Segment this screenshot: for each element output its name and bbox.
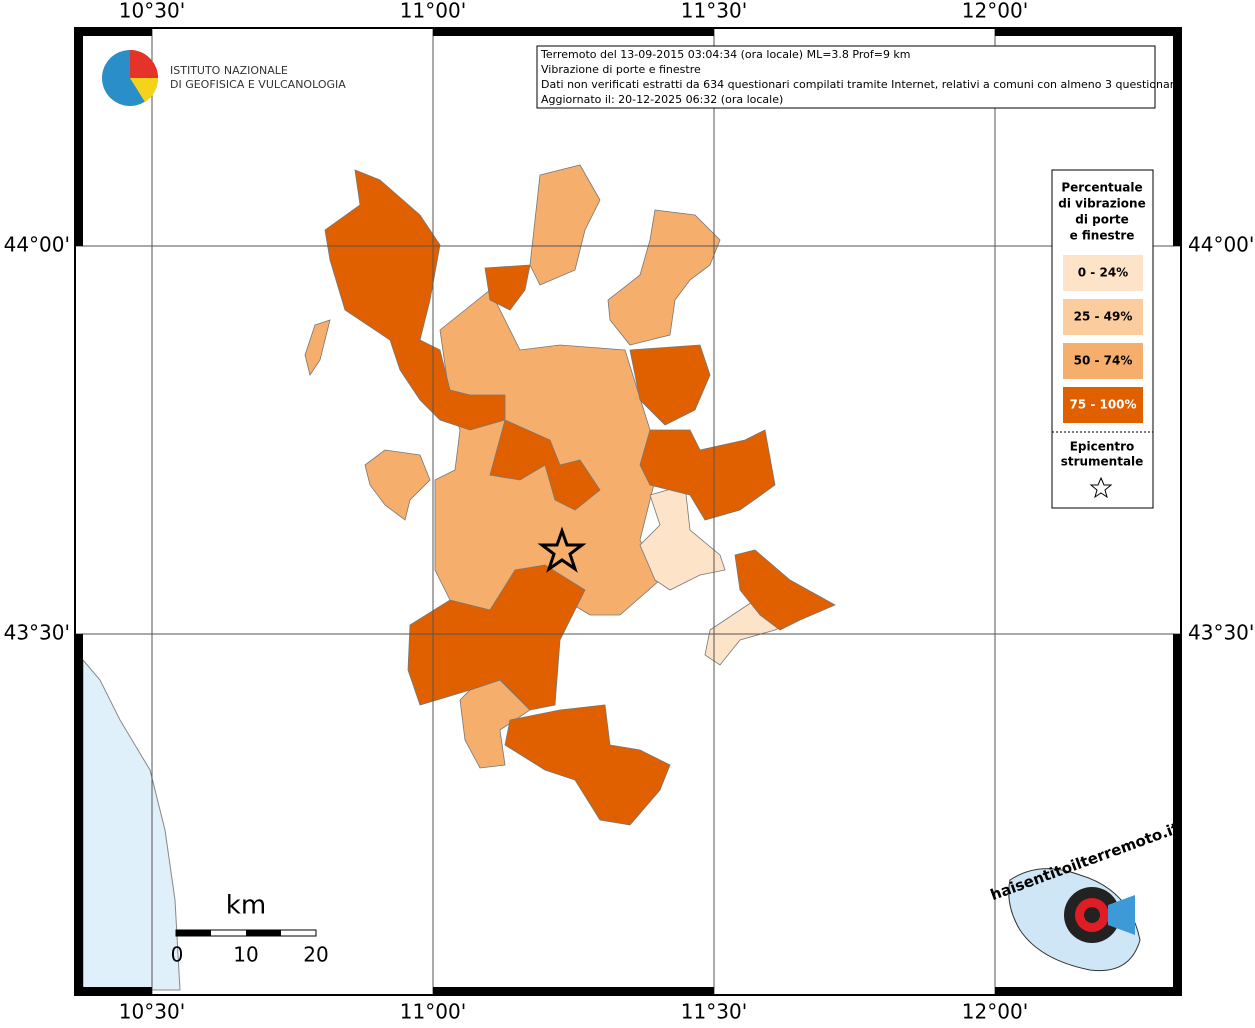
- logo-segment: [130, 78, 159, 102]
- lon-label: 10°30': [119, 1000, 185, 1024]
- municipality: [364, 449, 431, 521]
- legend-label: 0 - 24%: [1078, 266, 1128, 280]
- legend-title: di vibrazione: [1058, 197, 1145, 211]
- legend-swatch: [1063, 299, 1143, 335]
- lon-label: 11°00': [400, 1000, 466, 1024]
- epicenter-label: Epicentro: [1070, 440, 1135, 454]
- legend-label: 50 - 74%: [1074, 354, 1133, 368]
- municipality: [734, 549, 836, 631]
- logo-target: [1084, 907, 1100, 923]
- municipality: [504, 704, 671, 826]
- epicenter: [537, 526, 587, 573]
- scale-bar: km 0 10 20: [171, 891, 329, 967]
- municipality: [407, 564, 586, 711]
- scale-tick: 10: [233, 943, 258, 967]
- lat-label: 44°00': [4, 233, 70, 257]
- ingv-logo: ISTITUTO NAZIONALE DI GEOFISICA E VULCAN…: [102, 50, 346, 106]
- legend-label: 75 - 100%: [1069, 398, 1136, 412]
- lon-label: 11°30': [681, 0, 747, 23]
- scale-tick: 20: [303, 943, 328, 967]
- lon-label: 12°00': [962, 1000, 1028, 1024]
- legend-label: 25 - 49%: [1074, 310, 1133, 324]
- municipality: [489, 419, 601, 511]
- legend-title: Percentuale: [1061, 181, 1142, 195]
- municipalities: [304, 164, 836, 826]
- legend-title: di porte: [1075, 213, 1129, 227]
- info-line: Dati non verificati estratti da 634 ques…: [541, 78, 1181, 91]
- municipality: [304, 319, 331, 376]
- legend-title: e finestre: [1070, 229, 1135, 243]
- epicenter-label: strumentale: [1061, 455, 1144, 469]
- legend: Epicentro strumentale Percentuale di vibr…: [1051, 169, 1154, 509]
- lat-label: 43°30': [4, 621, 70, 645]
- scale-segment: [176, 930, 211, 936]
- frame-ticks: [75, 28, 1181, 995]
- lon-label: 12°00': [962, 0, 1028, 23]
- legend-swatch: [1063, 343, 1143, 379]
- scale-segment: [246, 930, 281, 936]
- info-line: Terremoto del 13-09-2015 03:04:34 (ora l…: [540, 48, 911, 61]
- logo-speaker: [1108, 895, 1135, 935]
- municipality: [639, 484, 726, 591]
- municipality: [607, 209, 721, 346]
- lon-label: 11°00': [400, 0, 466, 23]
- lon-label: 10°30': [119, 0, 185, 23]
- legend-swatch: [1063, 255, 1143, 291]
- municipality: [484, 264, 531, 311]
- info-line: Aggiornato il: 20-12-2025 06:32 (ora loc…: [541, 93, 783, 106]
- scale-tick: 0: [171, 943, 184, 967]
- scale-unit: km: [226, 891, 266, 921]
- institute-name: DI GEOFISICA E VULCANOLOGIA: [170, 78, 346, 91]
- municipality: [529, 164, 601, 286]
- epicenter-symbol: [1089, 476, 1113, 499]
- municipality: [629, 344, 711, 426]
- legend-box: [1051, 169, 1154, 509]
- municipality: [639, 429, 776, 521]
- lat-label: 43°30': [1188, 621, 1254, 645]
- graticule: [75, 28, 1181, 995]
- lat-label: 44°00': [1188, 233, 1254, 257]
- lon-label: 11°30': [681, 1000, 747, 1024]
- frame: [74, 27, 1182, 996]
- info-box: [536, 45, 1156, 109]
- info-line: Vibrazione di porte e finestre: [541, 63, 701, 76]
- frame-ticks: [75, 28, 1181, 995]
- logo-segment: [130, 50, 158, 78]
- institute-name: ISTITUTO NAZIONALE: [170, 64, 288, 77]
- legend-swatch: [1063, 387, 1143, 423]
